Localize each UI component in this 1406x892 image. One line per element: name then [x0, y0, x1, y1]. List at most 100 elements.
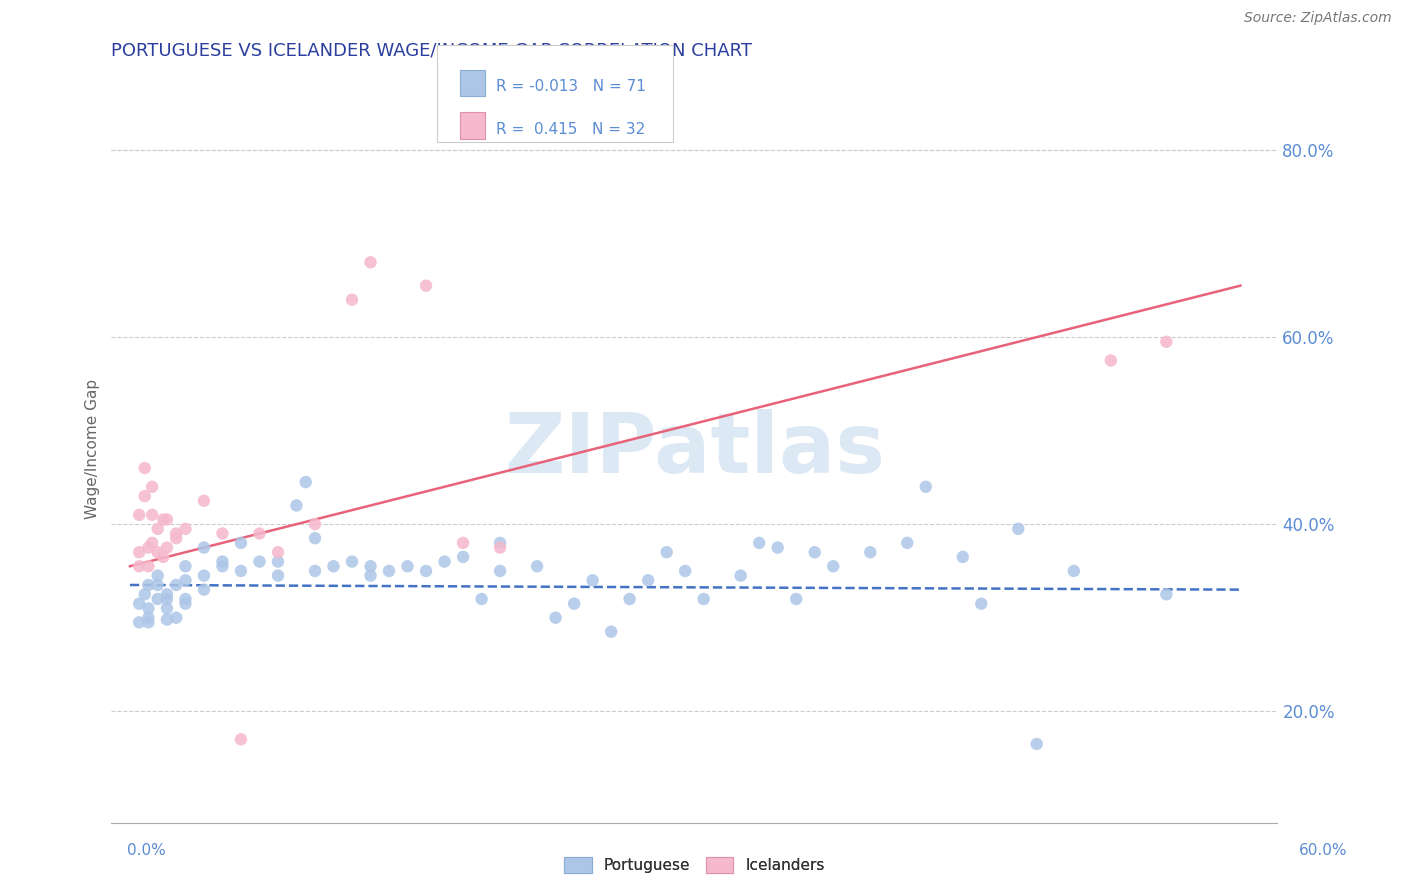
Point [174, 592, 197, 607]
Point [451, 536, 474, 550]
Point [294, 475, 316, 489]
Point [138, 610, 160, 624]
Text: R = -0.013   N = 71: R = -0.013 N = 71 [496, 79, 647, 94]
Point [211, 559, 233, 574]
Point [526, 559, 548, 574]
Point [304, 517, 326, 532]
Point [128, 597, 150, 611]
Point [340, 555, 363, 569]
Point [229, 564, 252, 578]
Point [128, 545, 150, 559]
Point [128, 508, 150, 522]
Point [134, 489, 156, 503]
Point [1156, 587, 1178, 601]
Point [433, 555, 456, 569]
Point [285, 499, 308, 513]
Point [748, 536, 770, 550]
Point [156, 541, 179, 555]
Point [396, 559, 419, 574]
Point [165, 610, 187, 624]
Point [174, 559, 197, 574]
Point [152, 549, 174, 564]
Point [360, 255, 382, 269]
Point [415, 278, 437, 293]
Point [600, 624, 623, 639]
Point [211, 555, 233, 569]
Point [138, 601, 160, 615]
Point [152, 512, 174, 526]
Point [267, 555, 290, 569]
Point [823, 559, 845, 574]
Point [146, 522, 169, 536]
Text: Source: ZipAtlas.com: Source: ZipAtlas.com [1244, 12, 1392, 25]
Point [322, 559, 344, 574]
Point [174, 574, 197, 588]
Point [138, 541, 160, 555]
Point [378, 564, 401, 578]
Point [304, 531, 326, 545]
Point [471, 592, 494, 607]
Point [544, 610, 567, 624]
Point [165, 526, 187, 541]
Point [581, 574, 603, 588]
Point [1099, 353, 1122, 368]
Point [146, 568, 169, 582]
Point [146, 592, 169, 607]
Point [489, 564, 512, 578]
Point [156, 592, 179, 607]
Point [340, 293, 363, 307]
Point [165, 578, 187, 592]
Point [128, 615, 150, 630]
Point [128, 559, 150, 574]
Point [562, 597, 585, 611]
Point [146, 578, 169, 592]
Point [655, 545, 678, 559]
Point [229, 536, 252, 550]
Point [141, 508, 163, 522]
Point [914, 480, 936, 494]
Point [1063, 564, 1085, 578]
Text: 0.0%: 0.0% [127, 843, 166, 857]
Point [138, 578, 160, 592]
Text: R =  0.415   N = 32: R = 0.415 N = 32 [496, 122, 645, 136]
Point [803, 545, 825, 559]
Point [304, 564, 326, 578]
Point [229, 732, 252, 747]
Point [249, 555, 271, 569]
Point [193, 582, 215, 597]
Text: 60.0%: 60.0% [1299, 843, 1347, 857]
Point [785, 592, 807, 607]
Point [1025, 737, 1047, 751]
Point [896, 536, 918, 550]
Point [156, 587, 179, 601]
Point [619, 592, 641, 607]
Point [267, 545, 290, 559]
Legend: Portuguese, Icelanders: Portuguese, Icelanders [558, 851, 831, 880]
Point [193, 541, 215, 555]
Point [174, 597, 197, 611]
Text: ZIPatlas: ZIPatlas [503, 409, 884, 490]
Point [415, 564, 437, 578]
Point [138, 615, 160, 630]
Point [249, 526, 271, 541]
Point [267, 568, 290, 582]
Point [673, 564, 696, 578]
Point [134, 461, 156, 475]
Point [730, 568, 752, 582]
Point [138, 559, 160, 574]
Point [193, 568, 215, 582]
Point [211, 526, 233, 541]
Point [141, 480, 163, 494]
Point [165, 531, 187, 545]
Point [970, 597, 993, 611]
Point [1156, 334, 1178, 349]
Point [451, 549, 474, 564]
Point [141, 536, 163, 550]
Point [952, 549, 974, 564]
Point [766, 541, 789, 555]
Point [156, 512, 179, 526]
Point [637, 574, 659, 588]
Point [692, 592, 714, 607]
Point [134, 587, 156, 601]
Point [360, 568, 382, 582]
